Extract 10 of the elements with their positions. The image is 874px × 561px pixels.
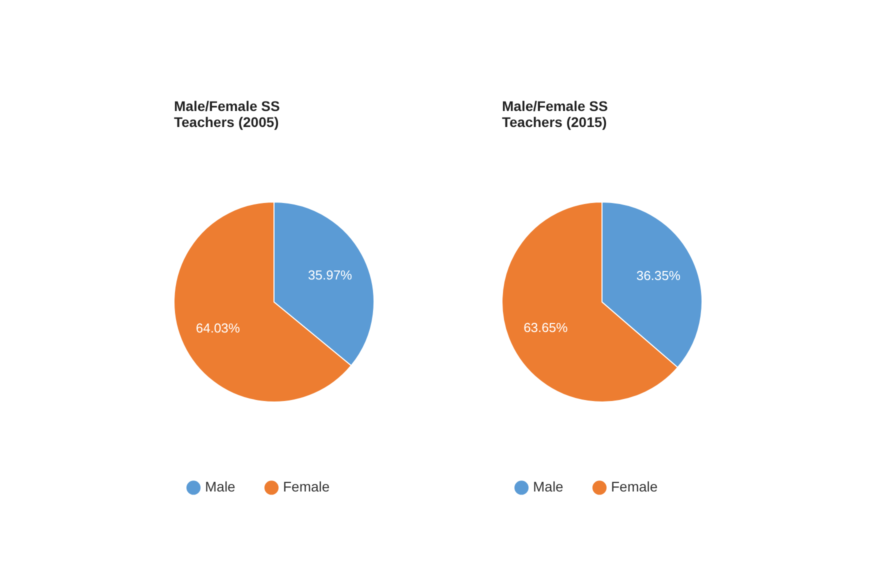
chart-title: Male/Female SS Teachers (2015): [502, 98, 608, 130]
legend-label: Female: [611, 478, 658, 495]
legend-label: Male: [205, 478, 236, 495]
legend-label: Male: [533, 478, 564, 495]
legend-label: Female: [283, 478, 330, 495]
chart-title: Male/Female SS Teachers (2005): [174, 98, 280, 130]
data-label: 63.65%: [524, 320, 568, 335]
data-label: 36.35%: [636, 268, 681, 284]
data-label: 35.97%: [308, 268, 353, 283]
data-label: 64.03%: [196, 320, 240, 336]
